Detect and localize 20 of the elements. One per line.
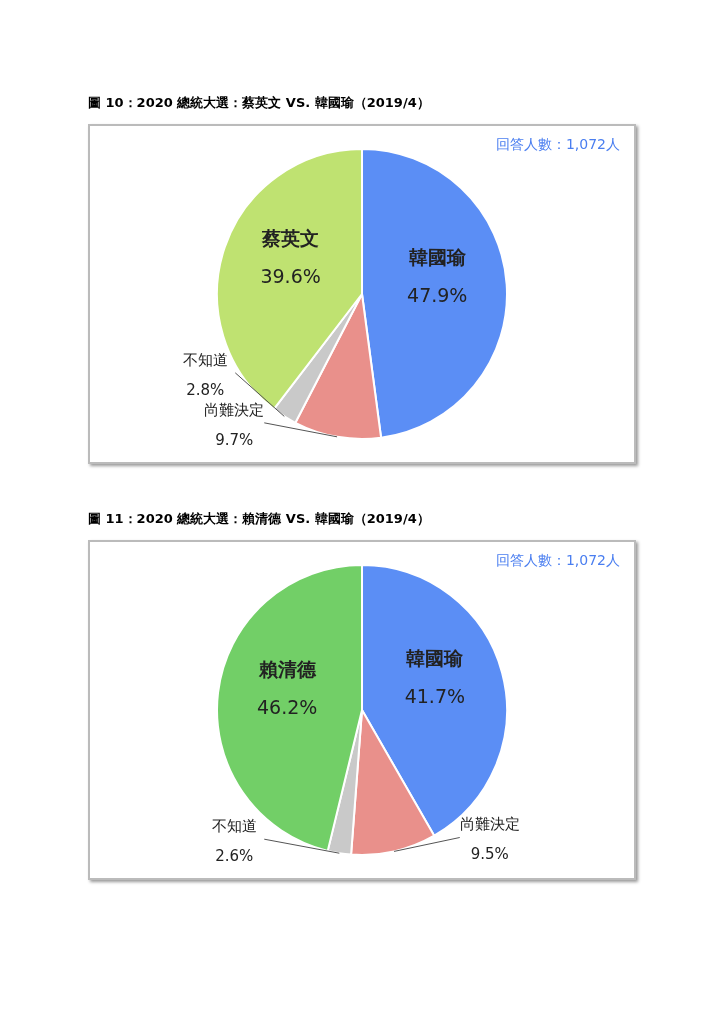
slice-label: 尚難決定 [459,815,520,834]
slice-label: 不知道 [211,817,257,836]
data-label: 9.7% [215,430,254,449]
data-label: 46.2% [256,695,318,718]
slice-label: 賴清德 [257,657,317,680]
data-label: 47.9% [407,283,468,306]
slice-label: 韓國瑜 [406,647,465,670]
slice-label: 尚難決定 [204,400,265,419]
slice-label: 不知道 [182,350,228,369]
chart-title: 圖 10：2020 總統大選：蔡英文 VS. 韓國瑜（2019/4） [88,94,431,112]
data-label: 39.6% [260,264,321,287]
slice-label: 韓國瑜 [408,245,467,268]
data-label: 2.6% [215,847,254,866]
text: 回答人數：1,072人 [495,136,620,154]
chart-title: 圖 11：2020 總統大選：賴清德 VS. 韓國瑜（2019/4） [88,510,431,528]
text: 回答人數：1,072人 [495,552,620,570]
data-label: 41.7% [404,685,466,708]
slice-label: 蔡英文 [261,226,320,249]
data-label: 9.5% [470,845,509,864]
data-label: 2.8% [186,380,225,399]
